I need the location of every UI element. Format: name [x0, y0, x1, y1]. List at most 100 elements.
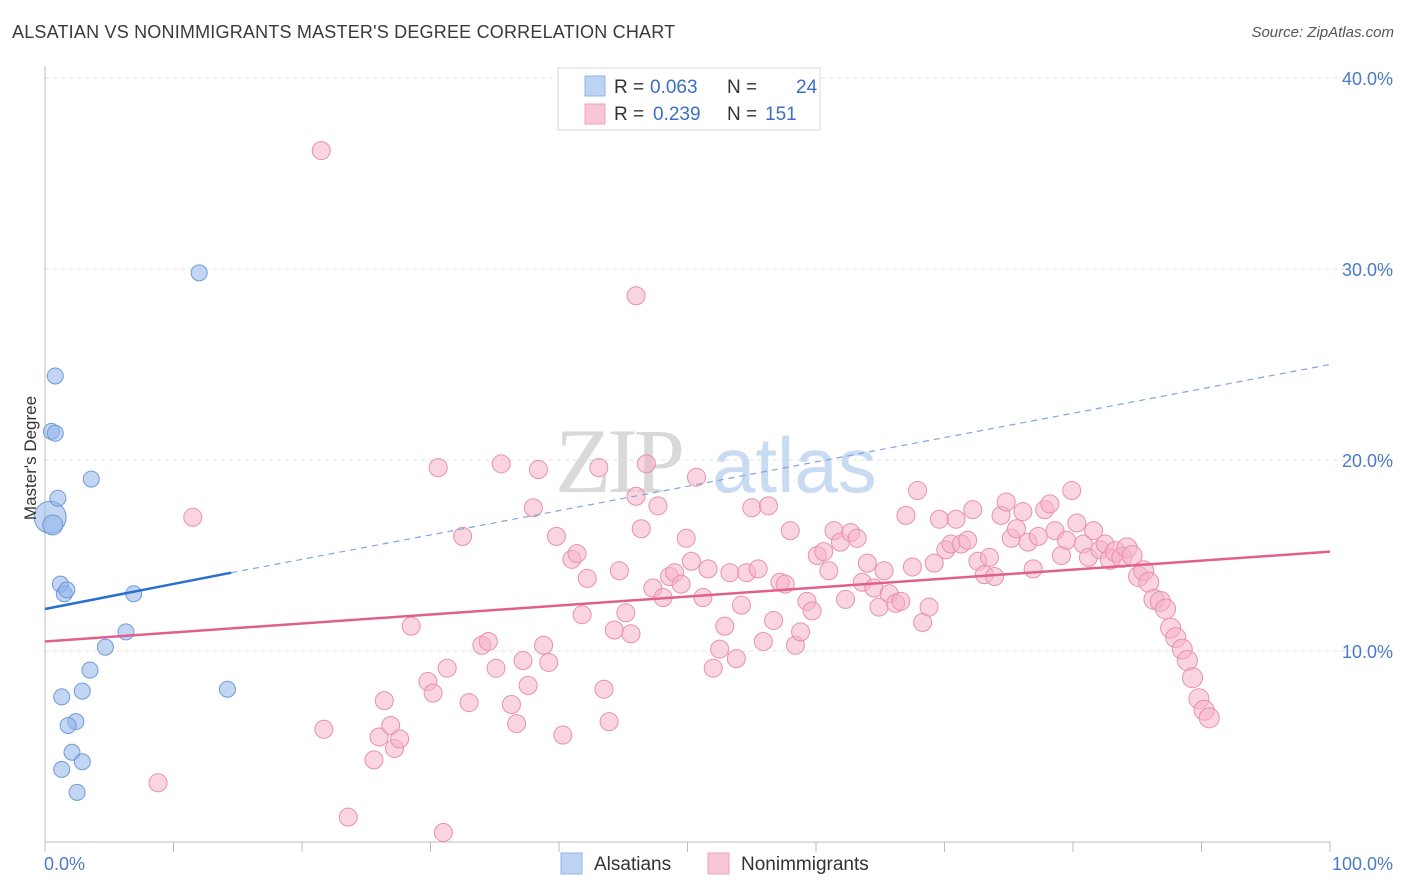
nonimmigrants-point — [631, 519, 651, 539]
nonimmigrants-point — [726, 649, 746, 669]
nonimmigrants-point — [1013, 502, 1033, 522]
nonimmigrants-points — [148, 141, 1220, 842]
x-tick-label-min: 0.0% — [44, 854, 85, 874]
nonimmigrants-point — [433, 822, 453, 842]
alsatians-point — [68, 783, 86, 801]
nonimmigrants-point — [546, 526, 566, 546]
chart-title: ALSATIAN VS NONIMMIGRANTS MASTER'S DEGRE… — [12, 22, 676, 42]
axes — [44, 66, 1331, 852]
nonimmigrants-point — [929, 509, 949, 529]
y-tick-label: 40.0% — [1342, 69, 1393, 89]
nonimmigrants-point — [401, 616, 421, 636]
alsatians-trend-line — [44, 571, 232, 611]
alsatians-point — [190, 264, 208, 282]
legend-swatch-nonimmigrants — [584, 103, 606, 125]
alsatians-point — [46, 424, 64, 442]
legend-r-label-1: R = — [614, 77, 644, 98]
watermark-atlas: atlas — [712, 421, 877, 509]
alsatians-point — [53, 760, 71, 778]
nonimmigrants-point — [902, 557, 922, 577]
watermark-zip: ZIP — [555, 410, 682, 512]
nonimmigrants-point — [1062, 481, 1082, 501]
alsatians-point — [218, 680, 236, 698]
legend-r-value-2: 0.239 — [653, 104, 701, 125]
bottom-legend-swatch-nonimmigrants — [707, 852, 730, 875]
nonimmigrants-point — [896, 505, 916, 525]
nonimmigrants-point — [924, 553, 944, 573]
alsatians-point — [82, 470, 100, 488]
bottom-legend-swatch-alsatians — [560, 852, 583, 875]
nonimmigrants-point — [758, 496, 778, 516]
nonimmigrants-point — [314, 719, 334, 739]
nonimmigrants-point — [958, 530, 978, 550]
nonimmigrants-point — [1198, 707, 1220, 729]
nonimmigrants-point — [369, 727, 389, 747]
nonimmigrants-point — [311, 141, 331, 161]
nonimmigrants-point — [979, 547, 999, 567]
nonimmigrants-point — [648, 496, 668, 516]
nonimmigrants-point — [857, 553, 877, 573]
watermark: ZIP atlas — [555, 410, 877, 512]
nonimmigrants-point — [616, 603, 636, 623]
alsatians-point — [46, 367, 64, 385]
nonimmigrants-point — [819, 561, 839, 581]
nonimmigrants-point — [604, 620, 624, 640]
nonimmigrants-point — [1182, 667, 1204, 689]
nonimmigrants-point — [621, 624, 641, 644]
y-tick-label: 10.0% — [1342, 642, 1393, 662]
nonimmigrants-point — [507, 714, 527, 734]
alsatians-point — [81, 661, 99, 679]
nonimmigrants-point — [528, 460, 548, 480]
nonimmigrants-point — [996, 492, 1016, 512]
nonimmigrants-point — [491, 454, 511, 474]
nonimmigrants-point — [1067, 513, 1087, 533]
top-legend: R = 0.063 N = 24 R = 0.239 N = 151 — [557, 67, 821, 131]
bottom-legend-label-alsatians: Alsatians — [594, 854, 671, 875]
nonimmigrants-point — [919, 597, 939, 617]
nonimmigrants-point — [836, 589, 856, 609]
y-tick-label: 20.0% — [1342, 451, 1393, 471]
nonimmigrants-point — [501, 694, 521, 714]
nonimmigrants-point — [742, 498, 762, 518]
nonimmigrants-point — [478, 631, 498, 651]
nonimmigrants-point — [459, 693, 479, 713]
nonimmigrants-point — [671, 574, 691, 594]
nonimmigrants-point — [553, 725, 573, 745]
nonimmigrants-point — [698, 559, 718, 579]
nonimmigrants-point — [453, 526, 473, 546]
legend-n-value-2: 151 — [765, 104, 797, 125]
nonimmigrants-point — [748, 559, 768, 579]
nonimmigrants-point — [1057, 530, 1077, 550]
nonimmigrants-point — [780, 521, 800, 541]
nonimmigrants-point — [703, 658, 723, 678]
nonimmigrants-point — [390, 729, 410, 749]
legend-swatch-alsatians — [584, 75, 606, 97]
nonimmigrants-point — [693, 588, 713, 608]
nonimmigrants-point — [891, 591, 911, 611]
trend-lines — [44, 363, 1331, 643]
nonimmigrants-point — [572, 605, 592, 625]
nonimmigrants-point — [636, 454, 656, 474]
grid-lines — [45, 77, 1393, 652]
alsatians-point — [96, 638, 114, 656]
alsatians-points — [33, 264, 236, 801]
nonimmigrants-point — [1023, 559, 1043, 579]
nonimmigrants-point — [577, 568, 597, 588]
nonimmigrants-point — [1006, 519, 1026, 539]
chart-source: Source: ZipAtlas.com — [1251, 24, 1394, 41]
legend-r-value-1: 0.063 — [650, 77, 698, 98]
legend-r-label-2: R = — [614, 104, 644, 125]
nonimmigrants-point — [599, 712, 619, 732]
nonimmigrants-point — [374, 691, 394, 711]
bottom-legend: Alsatians Nonimmigrants — [560, 852, 869, 875]
nonimmigrants-point — [539, 652, 559, 672]
nonimmigrants-point — [847, 528, 867, 548]
alsatians-point — [58, 581, 76, 599]
nonimmigrants-point — [908, 481, 928, 501]
y-tick-labels: 10.0% 20.0% 30.0% 40.0% — [1342, 69, 1393, 662]
legend-n-label-2: N = — [727, 104, 757, 125]
nonimmigrants-point — [423, 683, 443, 703]
legend-n-label-1: N = — [727, 77, 757, 98]
alsatians-point — [117, 623, 135, 641]
